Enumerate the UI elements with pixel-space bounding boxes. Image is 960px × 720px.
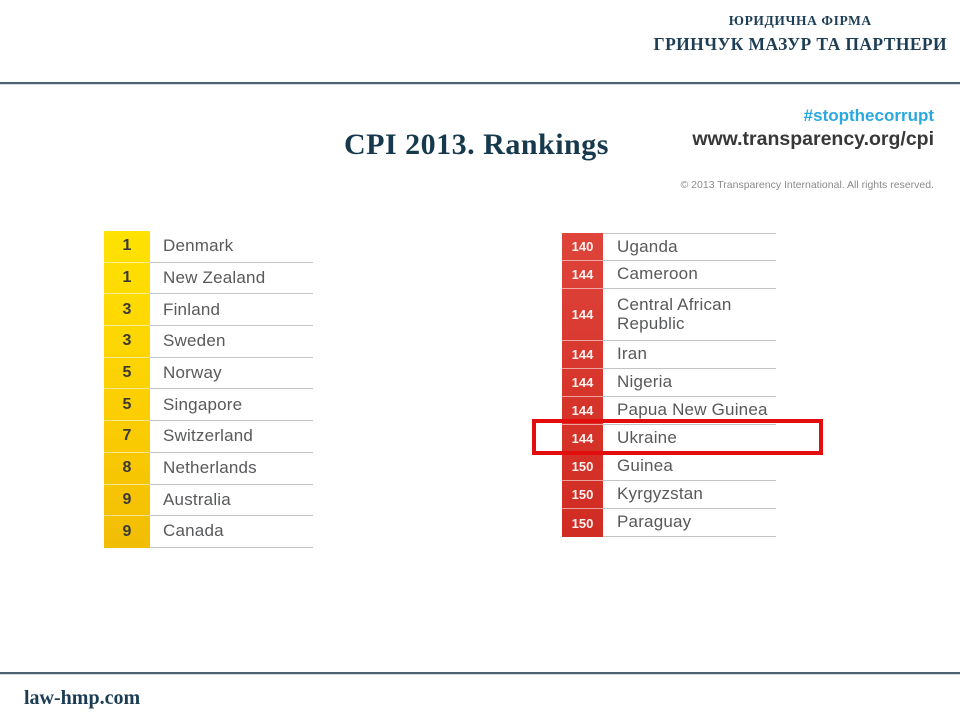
ranking-row: 144 Papua New Guinea — [562, 397, 776, 425]
ranking-row: 5 Singapore — [104, 389, 313, 422]
ranking-row: 144 Cameroon — [562, 261, 776, 289]
country-name: Iran — [603, 341, 776, 369]
country-name: Uganda — [603, 233, 776, 261]
rank-value: 150 — [562, 481, 603, 509]
rank-value: 3 — [104, 294, 150, 327]
rank-value: 5 — [104, 389, 150, 422]
country-name: Paraguay — [603, 509, 776, 537]
rank-value: 144 — [562, 369, 603, 397]
country-name: Singapore — [150, 389, 313, 422]
slide-title: CPI 2013. Rankings — [344, 128, 609, 161]
firm-name-label: ГРИНЧУК МАЗУР ТА ПАРТНЕРИ — [653, 34, 947, 54]
ranking-row: 1 Denmark — [104, 231, 313, 263]
hashtag-label: #stopthecorrupt — [803, 106, 934, 125]
copyright-notice: © 2013 Transparency International. All r… — [680, 179, 934, 191]
ranking-row: 3 Finland — [104, 294, 313, 327]
law-firm-header: ЮРИДИЧНА ФІРМА ГРИНЧУК МАЗУР ТА ПАРТНЕРИ — [654, 13, 947, 55]
footer-divider-line — [0, 672, 960, 675]
country-name: Switzerland — [150, 421, 313, 453]
rank-value: 144 — [562, 289, 603, 341]
rank-value: 144 — [562, 397, 603, 425]
rank-value: 150 — [562, 453, 603, 481]
ranking-row: 5 Norway — [104, 358, 313, 390]
country-name: Papua New Guinea — [603, 397, 776, 425]
country-name: Finland — [150, 294, 313, 327]
ranking-row: 150 Guinea — [562, 453, 776, 481]
ranking-row: 1 New Zealand — [104, 263, 313, 295]
rank-value: 1 — [104, 263, 150, 295]
rank-value: 144 — [562, 261, 603, 289]
country-name: Canada — [150, 516, 313, 548]
country-name: Sweden — [150, 326, 313, 358]
country-name: Netherlands — [150, 453, 313, 485]
footer-site-link[interactable]: law-hmp.com — [24, 687, 141, 709]
ranking-row: 144 Nigeria — [562, 369, 776, 397]
country-name: Cameroon — [603, 261, 776, 289]
firm-type-label: ЮРИДИЧНА ФІРМА — [728, 13, 872, 28]
rank-value: 144 — [562, 341, 603, 369]
transparency-info-block: #stopthecorrupt www.transparency.org/cpi — [692, 106, 934, 151]
ranking-row: 9 Australia — [104, 485, 313, 517]
ukraine-highlight-box — [532, 419, 823, 455]
country-name: Guinea — [603, 453, 776, 481]
ranking-row: 140 Uganda — [562, 233, 776, 261]
transparency-url-link[interactable]: www.transparency.org/cpi — [692, 128, 934, 150]
ranking-row: 3 Sweden — [104, 326, 313, 358]
rank-value: 1 — [104, 231, 150, 263]
bottom-ranked-table: 140 Uganda 144 Cameroon 144 Central Afri… — [562, 233, 776, 537]
rank-value: 7 — [104, 421, 150, 453]
rank-value: 9 — [104, 485, 150, 517]
rank-value: 150 — [571, 515, 594, 531]
ranking-row: 9 Canada — [104, 516, 313, 548]
rank-value: 5 — [104, 358, 150, 390]
ranking-row: 144 Central African Republic — [562, 289, 776, 341]
country-name: New Zealand — [150, 263, 313, 295]
rank-value: 8 — [104, 453, 150, 485]
rank-value: 9 — [122, 523, 132, 541]
country-name: Nigeria — [603, 369, 776, 397]
country-name: Kyrgyzstan — [603, 481, 776, 509]
country-name: Central African Republic — [603, 289, 776, 341]
ranking-row: 150 Paraguay — [562, 509, 776, 537]
ranking-row: 8 Netherlands — [104, 453, 313, 485]
rank-value: 3 — [104, 326, 150, 358]
ranking-row: 150 Kyrgyzstan — [562, 481, 776, 509]
ranking-row: 144 Iran — [562, 341, 776, 369]
top-ranked-table: 1 Denmark 1 New Zealand 3 Finland 3 Swed… — [104, 231, 313, 548]
ranking-row: 7 Switzerland — [104, 421, 313, 453]
country-name: Australia — [150, 485, 313, 517]
header-divider-line — [0, 82, 960, 85]
country-name: Norway — [150, 358, 313, 390]
country-name: Denmark — [150, 231, 313, 263]
rank-value: 140 — [562, 233, 603, 261]
